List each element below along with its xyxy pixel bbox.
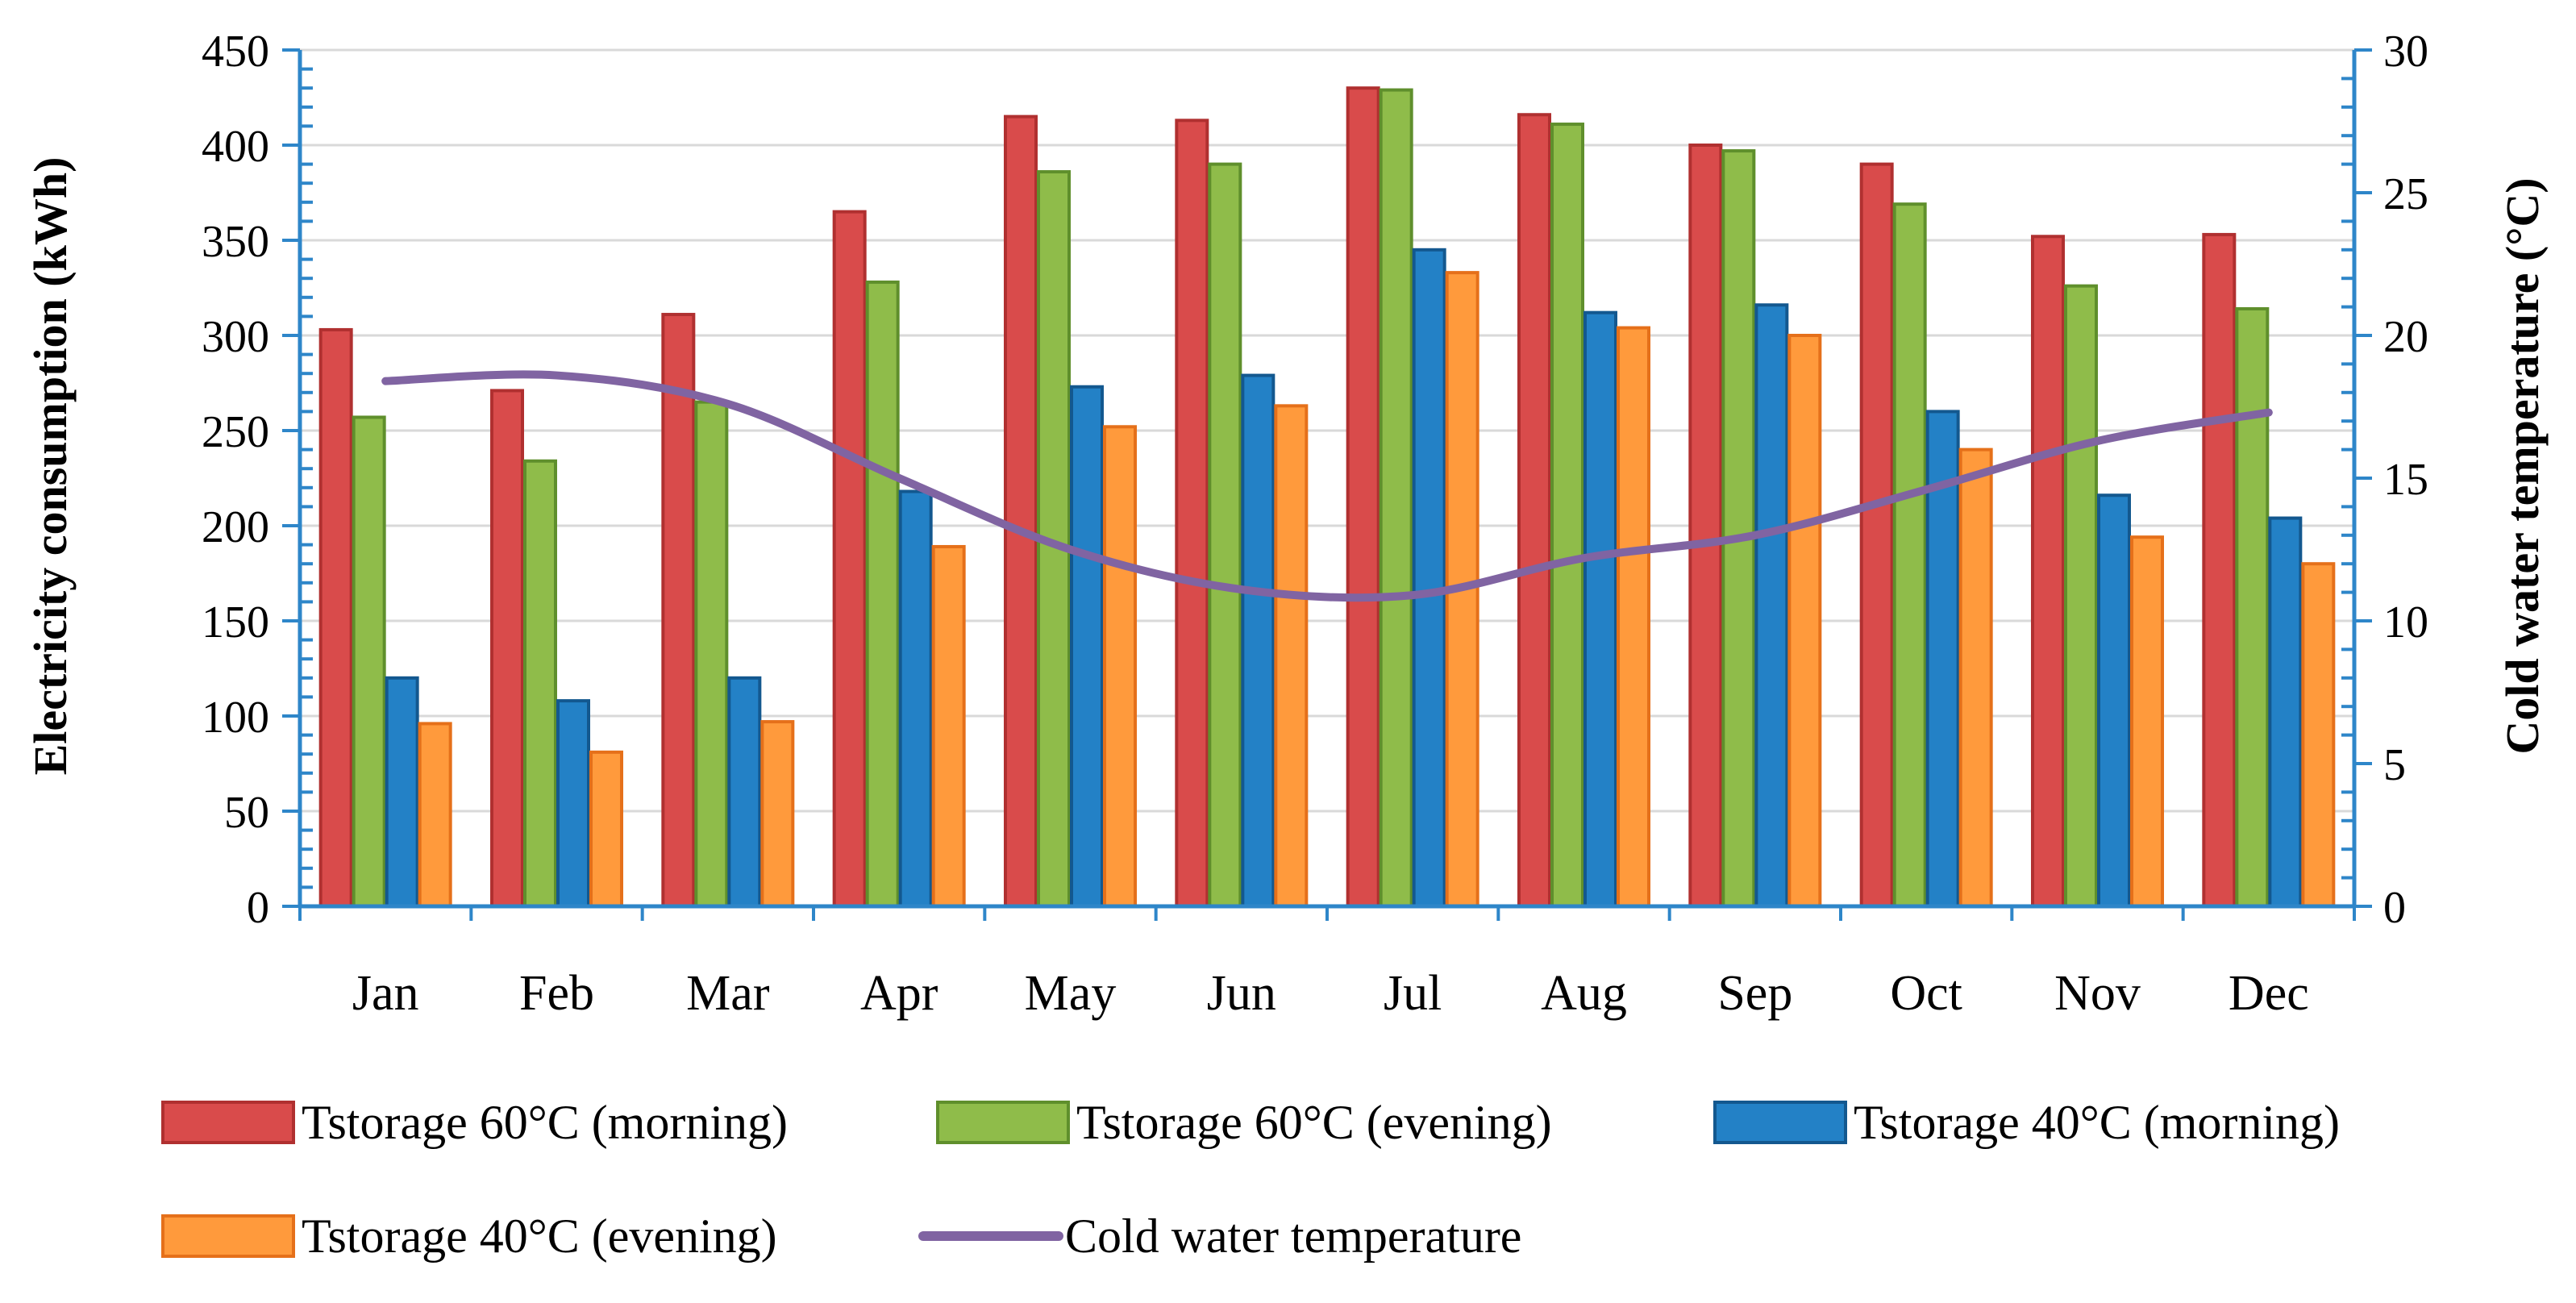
bar [2130,535,2164,908]
bar [1688,144,1723,908]
bar [832,210,867,909]
bar-series-group [318,86,2336,909]
x-tick-label: Nov [2054,966,2141,1021]
bar [589,750,623,909]
y2-tick-label: 15 [2383,455,2428,505]
bar [1037,170,1071,909]
gridlines [300,48,2354,813]
y2-tick-label: 0 [2383,883,2406,933]
bar [1958,448,1993,908]
legend-label: Tstorage 40°C (morning) [1854,1096,2340,1149]
bar [2031,235,2065,908]
x-tick-label: Feb [519,966,594,1021]
line-series-group [381,370,2273,602]
bar [318,327,353,909]
y2-tick-label: 10 [2383,597,2428,647]
bar [1346,86,1380,908]
bar [1787,334,1822,908]
y2-tick-label: 20 [2383,312,2428,362]
y-tick-label: 450 [202,27,269,77]
bar [1004,114,1038,909]
y-tick-label: 400 [202,122,269,172]
bar [898,489,933,908]
bar [1175,119,1209,908]
y-tick-label: 0 [247,883,269,933]
bar [865,280,900,909]
y-tick-label: 350 [202,217,269,267]
bar [1412,248,1446,908]
bar [1550,123,1584,909]
bar [1859,162,1894,909]
legend: Tstorage 60°C (morning) Tstorage 60°C (ev… [161,1096,2340,1263]
y-tick-label: 50 [224,788,269,838]
x-tick-label: Jun [1207,966,1276,1021]
bar [1892,202,1927,909]
axes: 0 50 100 150 200 250 300 350 400 450 0 5 10 15 20 25 30 J… [202,27,2428,1021]
x-tick-label: Dec [2229,966,2309,1021]
legend-swatch [1713,1101,1847,1144]
axis-labels: Electricity consumption (kWh) Cold water… [24,157,2549,776]
y-tick-label: 250 [202,407,269,457]
x-tick-label: Sep [1717,966,1792,1021]
legend-label: Tstorage 60°C (morning) [302,1096,788,1149]
bar [694,400,729,909]
bar [1721,149,1756,908]
legend-label: Cold water temperature [1065,1209,1521,1263]
bar [1583,310,1617,908]
x-tick-label: Mar [686,966,770,1021]
x-tick-label: Oct [1890,966,1962,1021]
bar [2301,562,2336,908]
bar [1208,162,1242,909]
bar [2064,284,2098,908]
bar [1070,385,1104,909]
x-tick-label: Apr [860,966,938,1021]
y-tick-label: 300 [202,312,269,362]
y-axis-label: Electricity consumption (kWh) [24,157,77,776]
y-tick-label: 150 [202,597,269,647]
bar [385,676,419,908]
y2-tick-label: 5 [2383,740,2406,790]
legend-label: Tstorage 40°C (evening) [302,1209,777,1263]
bar [1103,425,1137,908]
y-tick-label: 200 [202,502,269,552]
bar [1617,326,1650,908]
bar [352,415,386,908]
legend-label: Tstorage 60°C (evening) [1076,1096,1552,1149]
bar [727,676,762,908]
bar [1379,88,1413,908]
y2-tick-label: 25 [2383,169,2428,219]
bar [1274,404,1309,908]
bar [2235,306,2270,908]
bar [760,720,795,909]
line-series-cold-water-temperature [381,370,2273,602]
legend-swatch [936,1101,1070,1144]
x-tick-label: Jul [1384,966,1442,1021]
x-tick-label: May [1025,966,1117,1021]
bar [1517,113,1551,909]
y-tick-label: 100 [202,693,269,743]
bar [418,722,452,908]
bar [490,389,524,908]
y2-axis-label: Cold water temperature (°C) [2496,177,2549,754]
bar [1241,373,1276,908]
x-tick-label: Aug [1541,966,1627,1021]
legend-swatch [161,1214,295,1258]
bar [2268,516,2303,908]
bar [931,544,966,909]
bar [661,313,696,909]
bar [523,459,557,908]
bar [1754,303,1789,908]
bar [2097,493,2131,908]
legend-swatch [161,1101,295,1144]
bar [556,699,590,908]
bar [2202,232,2237,909]
y2-tick-label: 30 [2383,27,2428,77]
x-tick-label: Jan [352,966,419,1021]
